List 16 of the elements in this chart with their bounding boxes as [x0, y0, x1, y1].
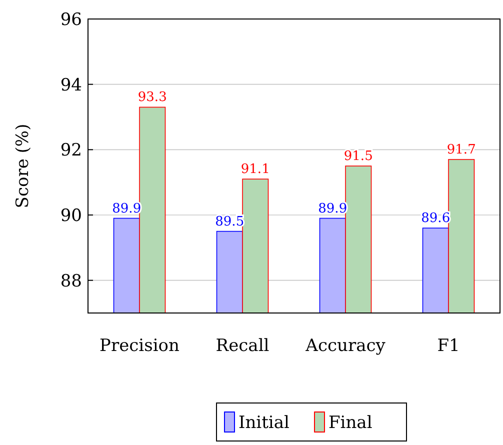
legend-label: Final: [328, 412, 372, 433]
x-tick-label: F1: [437, 336, 460, 356]
data-label: 91.1: [240, 162, 270, 178]
y-tick-label: 88: [60, 271, 82, 292]
x-tick-label: Accuracy: [304, 336, 386, 356]
data-label: 93.3: [138, 90, 167, 106]
legend-label: Initial: [238, 412, 290, 433]
x-tick-label: Precision: [100, 336, 180, 356]
y-tick-label: 94: [60, 75, 82, 96]
y-tick-label: 90: [60, 206, 82, 226]
y-tick-label: 96: [60, 10, 82, 30]
x-tick-label: Recall: [216, 336, 270, 356]
y-tick-label: 92: [60, 140, 82, 161]
y-axis-title: Score (%): [13, 124, 33, 208]
data-label: 91.5: [344, 149, 373, 164]
data-label: 91.7: [446, 142, 476, 158]
